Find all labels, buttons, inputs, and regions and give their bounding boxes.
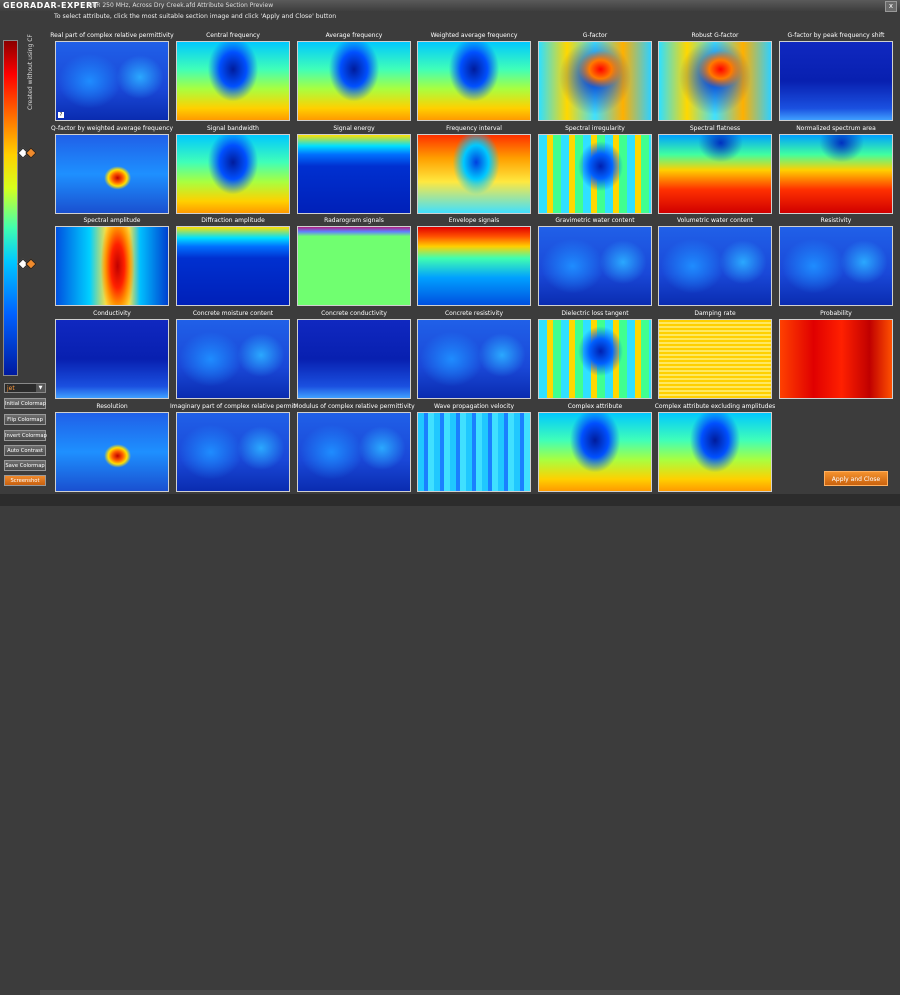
attribute-section-image[interactable] xyxy=(658,134,772,214)
auto-contrast-button[interactable]: Auto Contrast xyxy=(4,445,46,456)
attribute-section-image[interactable] xyxy=(417,134,531,214)
attribute-label: Gravimetric water content xyxy=(555,217,635,224)
attribute-label: Resistivity xyxy=(820,217,852,224)
attribute-label: Normalized spectrum area xyxy=(796,125,876,132)
colormap-marker-upper-orange[interactable] xyxy=(25,147,37,159)
horizontal-scrollbar[interactable] xyxy=(40,990,860,995)
vertical-label: Created without using CF xyxy=(27,34,34,110)
attribute-section-image[interactable] xyxy=(297,319,411,399)
help-icon[interactable]: ? xyxy=(58,112,64,118)
attribute-section-image[interactable] xyxy=(297,134,411,214)
attribute-label: Resolution xyxy=(96,403,128,410)
attribute-label: Probability xyxy=(820,310,852,317)
attribute-label: Spectral flatness xyxy=(689,125,741,132)
attribute-label: Complex attribute excluding amplitudes xyxy=(654,403,776,410)
colormap-marker-lower-orange[interactable] xyxy=(25,258,37,270)
attribute-label: Weighted average frequency xyxy=(430,32,518,39)
attribute-label: Average frequency xyxy=(325,32,383,39)
attribute-section-image[interactable] xyxy=(417,41,531,121)
attribute-label: Imaginary part of complex relative permi… xyxy=(170,403,296,410)
attribute-section-image[interactable] xyxy=(417,412,531,492)
attribute-section-image[interactable] xyxy=(658,41,772,121)
attribute-label: Conductivity xyxy=(93,310,131,317)
colormap-bar[interactable] xyxy=(3,40,18,376)
invert-colormap-button[interactable]: Invert Colormap xyxy=(4,430,47,441)
attribute-section-image[interactable] xyxy=(176,226,290,306)
attribute-section-image[interactable] xyxy=(55,226,169,306)
attribute-label: Central frequency xyxy=(206,32,260,39)
apply-and-close-button[interactable]: Apply and Close xyxy=(824,471,888,486)
attribute-section-image[interactable] xyxy=(55,319,169,399)
attribute-label: Complex attribute xyxy=(567,403,623,410)
window-title: GPR 250 MHz, Across Dry Creek.afd Attrib… xyxy=(88,2,274,9)
attribute-label: Robust G-factor xyxy=(691,32,739,39)
attribute-section-image[interactable] xyxy=(176,41,290,121)
attribute-section-image[interactable] xyxy=(779,319,893,399)
attribute-label: Radarogram signals xyxy=(324,217,384,224)
attribute-section-image[interactable] xyxy=(55,412,169,492)
attribute-label: Real part of complex relative permittivi… xyxy=(50,32,174,39)
attribute-label: Concrete resistivity xyxy=(444,310,504,317)
attribute-label: Concrete moisture content xyxy=(192,310,274,317)
attribute-section-image[interactable] xyxy=(538,319,652,399)
attribute-label: Concrete conductivity xyxy=(321,310,387,317)
close-button[interactable]: x xyxy=(885,1,897,12)
attribute-section-image[interactable] xyxy=(779,226,893,306)
chevron-down-icon[interactable]: ▼ xyxy=(36,384,45,392)
attribute-label: Spectral amplitude xyxy=(83,217,141,224)
attribute-section-image[interactable] xyxy=(779,41,893,121)
attribute-section-image[interactable] xyxy=(538,134,652,214)
bottom-strip xyxy=(0,494,900,995)
attribute-section-image[interactable] xyxy=(297,226,411,306)
flip-colormap-button[interactable]: Flip Colormap xyxy=(4,414,46,425)
attribute-section-image[interactable] xyxy=(176,134,290,214)
attribute-label: Diffraction amplitude xyxy=(201,217,265,224)
attribute-label: Spectral irregularity xyxy=(565,125,625,132)
attribute-section-image[interactable] xyxy=(417,319,531,399)
attribute-section-image[interactable] xyxy=(176,319,290,399)
attribute-section-image[interactable] xyxy=(297,41,411,121)
colormap-select-value: jet xyxy=(7,385,15,392)
attribute-label: Wave propagation velocity xyxy=(433,403,514,410)
attribute-label: Signal bandwidth xyxy=(207,125,259,132)
attribute-section-image[interactable] xyxy=(538,412,652,492)
colormap-select[interactable]: jet ▼ xyxy=(4,383,46,393)
attribute-section-image[interactable] xyxy=(176,412,290,492)
attribute-label: Modulus of complex relative permittivity xyxy=(293,403,415,410)
attribute-section-image[interactable] xyxy=(417,226,531,306)
initial-colormap-button[interactable]: Initial Colormap xyxy=(4,398,46,409)
attribute-section-image[interactable] xyxy=(658,226,772,306)
attribute-section-image[interactable] xyxy=(658,412,772,492)
attribute-label: Frequency interval xyxy=(446,125,502,132)
save-colormap-button[interactable]: Save Colormap xyxy=(4,460,46,471)
screenshot-button[interactable]: Screenshot xyxy=(4,475,46,486)
attribute-label: Volumetric water content xyxy=(677,217,753,224)
attribute-section-image[interactable]: ? xyxy=(55,41,169,121)
attribute-section-image[interactable] xyxy=(297,412,411,492)
attribute-section-image[interactable] xyxy=(538,41,652,121)
attribute-label: G-factor xyxy=(582,32,608,39)
attribute-section-image[interactable] xyxy=(55,134,169,214)
app-logo: GEORADAR-EXPERT xyxy=(3,1,99,10)
attribute-label: Signal energy xyxy=(333,125,375,132)
instruction-text: To select attribute, click the most suit… xyxy=(54,13,337,20)
attribute-label: Dielectric loss tangent xyxy=(561,310,629,317)
window-titlebar: GEORADAR-EXPERT GPR 250 MHz, Across Dry … xyxy=(0,0,900,12)
attribute-label: Q-factor by weighted average frequency xyxy=(50,125,173,132)
attribute-label: G-factor by peak frequency shift xyxy=(787,32,885,39)
attribute-section-image[interactable] xyxy=(658,319,772,399)
attribute-section-image[interactable] xyxy=(538,226,652,306)
attribute-section-image[interactable] xyxy=(779,134,893,214)
attribute-label: Damping rate xyxy=(694,310,736,317)
attribute-label: Envelope signals xyxy=(448,217,500,224)
